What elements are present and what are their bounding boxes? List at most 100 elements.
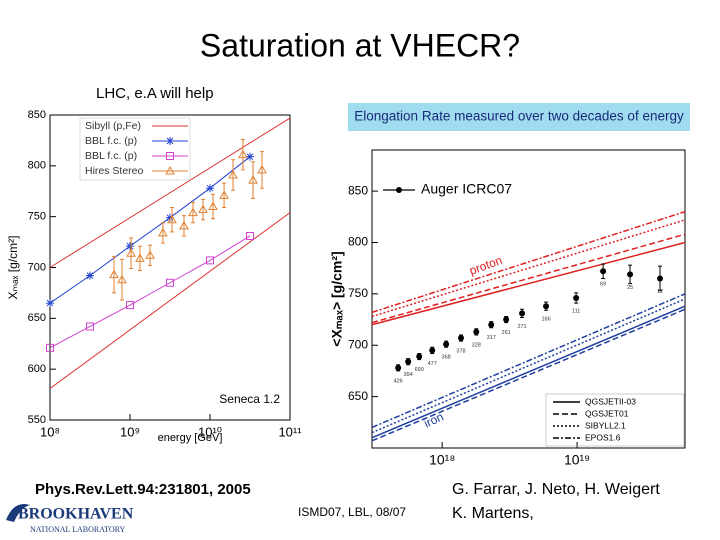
- data-point: [126, 248, 136, 257]
- data-point: [166, 137, 174, 145]
- model-line: [371, 308, 686, 442]
- data-point: [473, 328, 480, 335]
- error-bar: [137, 245, 142, 272]
- count-label: 69: [600, 282, 606, 288]
- data-point: [145, 250, 155, 259]
- data-point: [188, 207, 198, 217]
- banner: Elongation Rate measured over two decade…: [354, 109, 684, 124]
- y-tick-label: 650: [348, 389, 368, 403]
- data-point: [126, 242, 134, 251]
- data-point: [167, 214, 177, 224]
- x-tick-label: 10¹⁸: [429, 452, 455, 468]
- banner-bg: [348, 103, 690, 131]
- error-bar: [190, 201, 195, 224]
- data-point: [458, 335, 465, 342]
- count-label: 477: [428, 361, 437, 367]
- count-label: 328: [472, 342, 481, 348]
- error-bar: [222, 182, 227, 209]
- error-bar: [112, 255, 117, 294]
- x-tick-label: 10⁹: [120, 424, 140, 439]
- x-tick-label: 10¹⁹: [564, 452, 590, 468]
- model-line: [371, 298, 686, 434]
- data-point: [165, 278, 174, 287]
- legend-label: Sibyll (p,Fe): [85, 120, 141, 132]
- data-point: [206, 256, 214, 265]
- y-tick-label: 700: [28, 261, 46, 273]
- data-point: [627, 271, 634, 278]
- legend-label: EPOS1.6: [585, 432, 621, 442]
- y-tick-label: 700: [348, 337, 368, 351]
- data-point: [109, 269, 119, 279]
- data-point: [165, 165, 175, 175]
- series-line: [49, 212, 291, 389]
- y-tick-label: 850: [28, 109, 46, 121]
- y-tick-label: 800: [28, 160, 46, 172]
- legend-label: BBL f.c. (p): [85, 150, 137, 162]
- y-axis-label: <Xₘₐₓ> [g/cm²]: [329, 251, 345, 346]
- y-tick-label: 650: [28, 312, 46, 324]
- x-tick-label: 10¹⁰: [198, 424, 222, 439]
- annotation: Seneca 1.2: [219, 392, 280, 406]
- count-label: 166: [541, 317, 550, 323]
- y-tick-label: 550: [28, 414, 46, 426]
- series-line: [49, 235, 251, 349]
- legend-label: Auger ICRC07: [421, 181, 512, 197]
- venue: ISMD07, LBL, 08/07: [298, 505, 406, 519]
- legend-label: Hires Stereo: [85, 165, 144, 177]
- error-bar: [148, 244, 153, 266]
- data-point: [396, 187, 402, 193]
- data-point: [85, 271, 94, 280]
- y-tick-label: 750: [28, 211, 46, 223]
- data-point: [135, 253, 145, 262]
- count-label: 394: [404, 372, 413, 378]
- data-point: [166, 152, 174, 160]
- error-bar: [119, 258, 124, 301]
- count-label: 317: [487, 335, 496, 341]
- logo-text: BROOKHAVEN: [18, 506, 134, 523]
- data-point: [429, 347, 436, 354]
- legend-label: QGSJETII-03: [585, 396, 636, 406]
- model-line: [371, 293, 686, 429]
- data-point: [488, 321, 495, 328]
- subtitle: LHC, e.A will help: [96, 85, 214, 102]
- error-bar: [129, 237, 134, 270]
- data-point: [165, 213, 174, 222]
- model-line: [371, 233, 686, 324]
- series-line: [49, 156, 251, 304]
- error-bar: [240, 138, 245, 171]
- annotation: proton: [467, 253, 504, 278]
- y-axis-label: Xₘₐₓ [g/cm²]: [6, 236, 20, 300]
- logo-icon: [6, 504, 30, 522]
- error-bar: [260, 151, 265, 189]
- legend-label: BBL f.c. (p): [85, 135, 137, 147]
- data-point: [657, 275, 664, 282]
- data-point: [158, 227, 168, 237]
- data-point: [126, 301, 134, 310]
- count-label: 271: [517, 324, 526, 330]
- data-point: [198, 204, 208, 214]
- error-bar: [231, 159, 236, 191]
- data-point: [257, 164, 267, 174]
- legend-frame: [545, 393, 685, 447]
- error-bar: [210, 193, 215, 220]
- data-point: [245, 231, 254, 240]
- legend-label: QGSJET01: [585, 408, 629, 418]
- data-point: [219, 190, 229, 199]
- count-label: 25: [627, 285, 633, 291]
- data-point: [503, 316, 510, 323]
- y-tick-label: 750: [348, 286, 368, 300]
- model-line: [371, 219, 686, 318]
- count-label: 368: [442, 355, 451, 361]
- y-tick-label: 600: [28, 363, 46, 375]
- y-tick-label: 850: [348, 183, 368, 197]
- data-point: [573, 294, 580, 301]
- data-point: [238, 149, 248, 159]
- model-line: [371, 241, 686, 326]
- count-label: 261: [502, 330, 511, 336]
- data-point: [179, 220, 189, 230]
- annotation: iron: [422, 409, 446, 430]
- x-axis-label: energy [GeV]: [158, 432, 223, 444]
- data-point: [208, 201, 218, 210]
